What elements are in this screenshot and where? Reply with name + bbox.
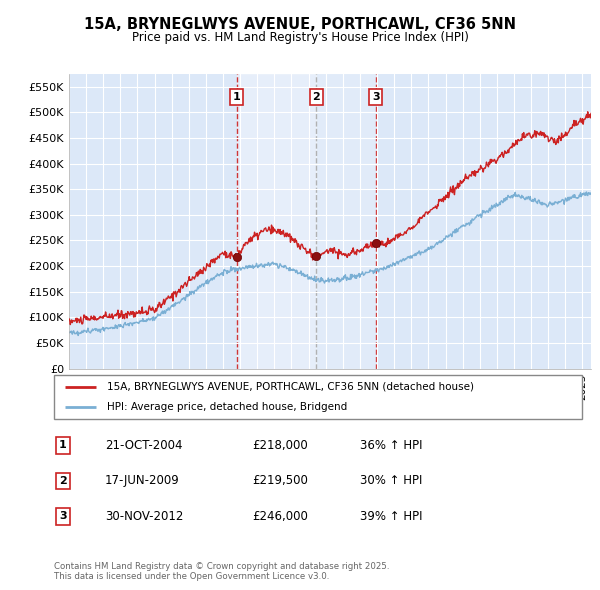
Text: 3: 3	[59, 512, 67, 521]
Text: 1: 1	[59, 441, 67, 450]
Text: 15A, BRYNEGLWYS AVENUE, PORTHCAWL, CF36 5NN (detached house): 15A, BRYNEGLWYS AVENUE, PORTHCAWL, CF36 …	[107, 382, 474, 392]
Text: Price paid vs. HM Land Registry's House Price Index (HPI): Price paid vs. HM Land Registry's House …	[131, 31, 469, 44]
Text: 15A, BRYNEGLWYS AVENUE, PORTHCAWL, CF36 5NN: 15A, BRYNEGLWYS AVENUE, PORTHCAWL, CF36 …	[84, 17, 516, 31]
Text: 30-NOV-2012: 30-NOV-2012	[105, 510, 184, 523]
Text: 36% ↑ HPI: 36% ↑ HPI	[360, 439, 422, 452]
Text: 17-JUN-2009: 17-JUN-2009	[105, 474, 180, 487]
Text: 2: 2	[313, 92, 320, 102]
Text: £218,000: £218,000	[252, 439, 308, 452]
Bar	[237, 74, 316, 369]
Text: 30% ↑ HPI: 30% ↑ HPI	[360, 474, 422, 487]
Text: Contains HM Land Registry data © Crown copyright and database right 2025.
This d: Contains HM Land Registry data © Crown c…	[54, 562, 389, 581]
Text: 2: 2	[59, 476, 67, 486]
Text: £219,500: £219,500	[252, 474, 308, 487]
Text: HPI: Average price, detached house, Bridgend: HPI: Average price, detached house, Brid…	[107, 402, 347, 412]
Text: 3: 3	[372, 92, 380, 102]
Text: 1: 1	[233, 92, 241, 102]
Bar	[316, 74, 376, 369]
Text: 39% ↑ HPI: 39% ↑ HPI	[360, 510, 422, 523]
Text: £246,000: £246,000	[252, 510, 308, 523]
Text: 21-OCT-2004: 21-OCT-2004	[105, 439, 182, 452]
